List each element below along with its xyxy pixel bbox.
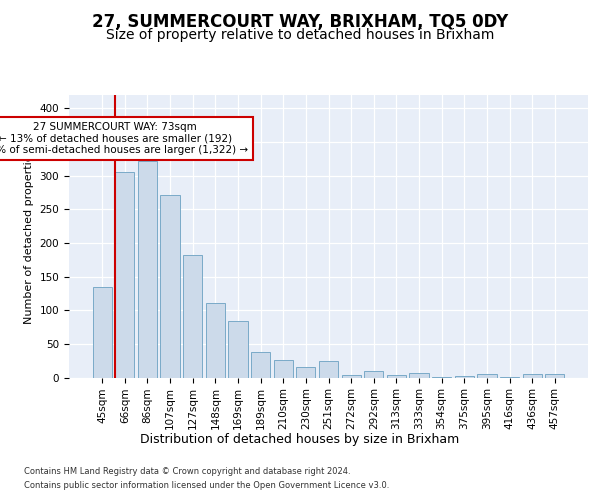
Bar: [545, 374, 565, 378]
Bar: [432, 377, 451, 378]
Bar: [251, 352, 270, 378]
Bar: [115, 172, 134, 378]
Bar: [341, 375, 361, 378]
Bar: [206, 303, 225, 378]
Bar: [523, 374, 542, 378]
Bar: [500, 377, 519, 378]
Text: Contains HM Land Registry data © Crown copyright and database right 2024.: Contains HM Land Registry data © Crown c…: [24, 468, 350, 476]
Bar: [477, 374, 497, 378]
Text: Size of property relative to detached houses in Brixham: Size of property relative to detached ho…: [106, 28, 494, 42]
Bar: [229, 321, 248, 378]
Bar: [409, 374, 428, 378]
Bar: [183, 255, 202, 378]
Text: Distribution of detached houses by size in Brixham: Distribution of detached houses by size …: [140, 432, 460, 446]
Bar: [92, 286, 112, 378]
Bar: [160, 194, 180, 378]
Text: 27 SUMMERCOURT WAY: 73sqm
← 13% of detached houses are smaller (192)
87% of semi: 27 SUMMERCOURT WAY: 73sqm ← 13% of detac…: [0, 122, 248, 155]
Bar: [296, 366, 316, 378]
Bar: [455, 376, 474, 378]
Text: 27, SUMMERCOURT WAY, BRIXHAM, TQ5 0DY: 27, SUMMERCOURT WAY, BRIXHAM, TQ5 0DY: [92, 12, 508, 30]
Bar: [274, 360, 293, 378]
Bar: [319, 362, 338, 378]
Bar: [138, 161, 157, 378]
Text: Contains public sector information licensed under the Open Government Licence v3: Contains public sector information licen…: [24, 481, 389, 490]
Bar: [387, 375, 406, 378]
Y-axis label: Number of detached properties: Number of detached properties: [24, 148, 34, 324]
Bar: [364, 371, 383, 378]
